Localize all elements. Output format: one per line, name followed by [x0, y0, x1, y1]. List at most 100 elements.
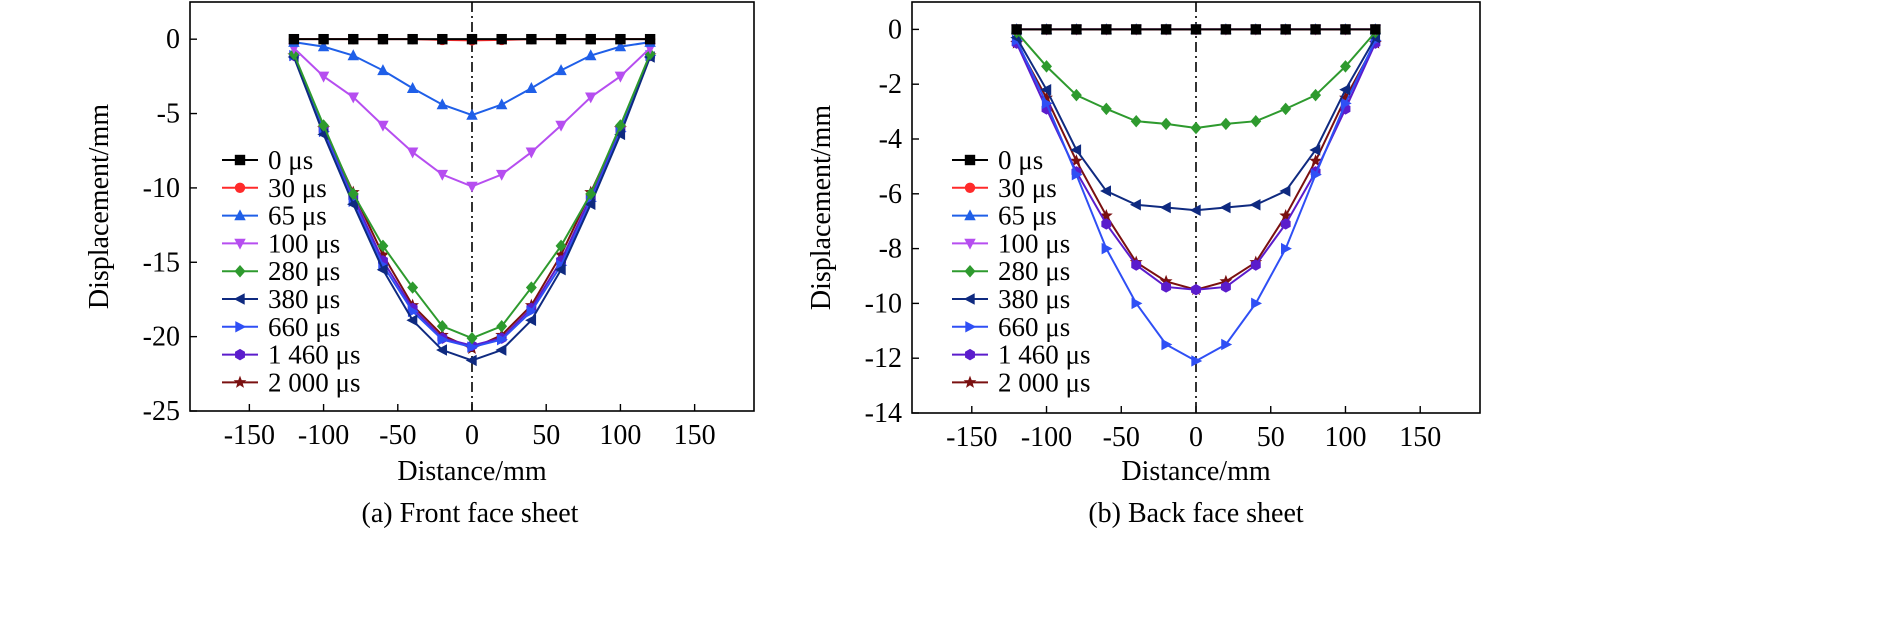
- data-point: [317, 40, 330, 52]
- panel-front-face-sheet: -150 -100 -50 0 50 100 150-25-20-15-10-50Dista…: [84, 1, 755, 529]
- data-point: [554, 263, 566, 276]
- data-point: [1100, 185, 1111, 197]
- data-point: [584, 198, 596, 210]
- x-tick-label: -50: [1103, 422, 1140, 453]
- data-point: [1310, 88, 1322, 102]
- legend-item: 660 μs: [222, 312, 340, 342]
- x-tick-label: -150: [946, 422, 997, 453]
- data-point: [467, 341, 479, 353]
- data-point: [555, 33, 567, 45]
- data-point: [1100, 102, 1112, 116]
- data-point: [1160, 117, 1172, 131]
- legend-swatch-marker: [235, 321, 247, 333]
- x-tick-label: -100: [1021, 422, 1072, 453]
- y-tick-label: -4: [879, 124, 902, 155]
- data-point: [318, 119, 330, 132]
- y-tick-label: -25: [143, 396, 180, 427]
- data-point: [1221, 338, 1233, 351]
- legend-swatch-marker: [234, 154, 246, 166]
- data-point: [496, 319, 508, 333]
- legend-item: 1 460 μs: [952, 340, 1090, 370]
- x-tick-label: 50: [532, 420, 560, 451]
- data-point: [1339, 91, 1352, 104]
- legend-item: 2 000 μs: [222, 367, 360, 397]
- data-point: [1191, 355, 1203, 367]
- data-point: [1250, 259, 1261, 271]
- y-tick-label: 0: [166, 24, 180, 55]
- series-380-μs: [1010, 31, 1381, 216]
- data-point: [614, 40, 627, 52]
- y-axis-label: Displacement/mm: [806, 105, 837, 311]
- data-point: [436, 319, 448, 333]
- legend-label: 280 μs: [998, 256, 1070, 286]
- legend-item: 0 μs: [952, 145, 1043, 175]
- data-point: [437, 33, 448, 45]
- data-point: [555, 64, 567, 76]
- legend-label: 65 μs: [998, 201, 1057, 231]
- data-point: [644, 33, 656, 45]
- legend-item: 280 μs: [952, 256, 1070, 286]
- data-point: [436, 344, 447, 356]
- data-point: [347, 92, 359, 104]
- data-point: [407, 33, 418, 45]
- data-point: [1219, 274, 1233, 287]
- legend-item: 1 460 μs: [222, 340, 360, 370]
- data-point: [1339, 83, 1351, 96]
- data-point: [525, 281, 537, 294]
- data-point: [1131, 24, 1142, 35]
- data-point: [614, 128, 626, 141]
- x-axis-label: Distance/mm: [397, 456, 547, 487]
- data-point: [585, 187, 597, 201]
- data-point: [406, 147, 419, 159]
- data-point: [614, 119, 626, 132]
- x-tick-label: -50: [379, 420, 416, 451]
- data-point: [1279, 185, 1291, 197]
- data-point: [1280, 102, 1292, 116]
- data-point: [1370, 24, 1381, 35]
- legend-label: 100 μs: [998, 228, 1070, 258]
- x-tick-label: -150: [224, 420, 275, 451]
- data-point: [1309, 154, 1323, 167]
- y-tick-label: -20: [143, 322, 180, 353]
- x-tick-label: 0: [465, 420, 479, 451]
- y-tick-label: -10: [865, 288, 902, 319]
- series-660-μs: [1011, 34, 1382, 367]
- y-tick-label: -8: [879, 234, 902, 265]
- data-point: [1041, 24, 1052, 35]
- data-point: [376, 263, 388, 276]
- x-tick-label: -100: [298, 420, 349, 451]
- data-point: [1041, 97, 1053, 110]
- data-point: [585, 33, 596, 45]
- data-point: [437, 333, 449, 346]
- data-point: [1040, 83, 1052, 96]
- y-axis-label: Displacement/mm: [84, 104, 115, 310]
- y-tick-label: -15: [143, 247, 180, 278]
- legend-item: 30 μs: [952, 173, 1057, 203]
- legend-swatch-marker: [234, 264, 246, 278]
- legend-swatch-marker: [963, 375, 977, 388]
- y-tick-label: -14: [865, 398, 902, 429]
- y-tick-label: -6: [879, 179, 902, 210]
- data-point: [1279, 208, 1293, 222]
- data-point: [1251, 297, 1263, 310]
- data-point: [466, 181, 478, 193]
- data-point: [1129, 199, 1141, 211]
- data-point: [1250, 114, 1262, 128]
- legend-item: 280 μs: [222, 256, 340, 286]
- legend-item: 65 μs: [952, 201, 1057, 231]
- legend-swatch-marker: [965, 348, 975, 361]
- data-point: [317, 71, 330, 83]
- data-point: [1189, 204, 1201, 216]
- data-point: [406, 314, 418, 326]
- legend-item: 100 μs: [952, 228, 1070, 258]
- data-point: [1309, 144, 1321, 156]
- data-point: [1190, 24, 1202, 35]
- data-point: [1161, 281, 1172, 293]
- data-point: [436, 98, 449, 110]
- data-point: [347, 187, 359, 201]
- x-axis-label: Distance/mm: [1121, 456, 1271, 487]
- data-point: [347, 49, 359, 61]
- panel-caption: (a) Front face sheet: [362, 498, 579, 529]
- legend-label: 1 460 μs: [998, 340, 1090, 370]
- data-point: [1250, 24, 1261, 35]
